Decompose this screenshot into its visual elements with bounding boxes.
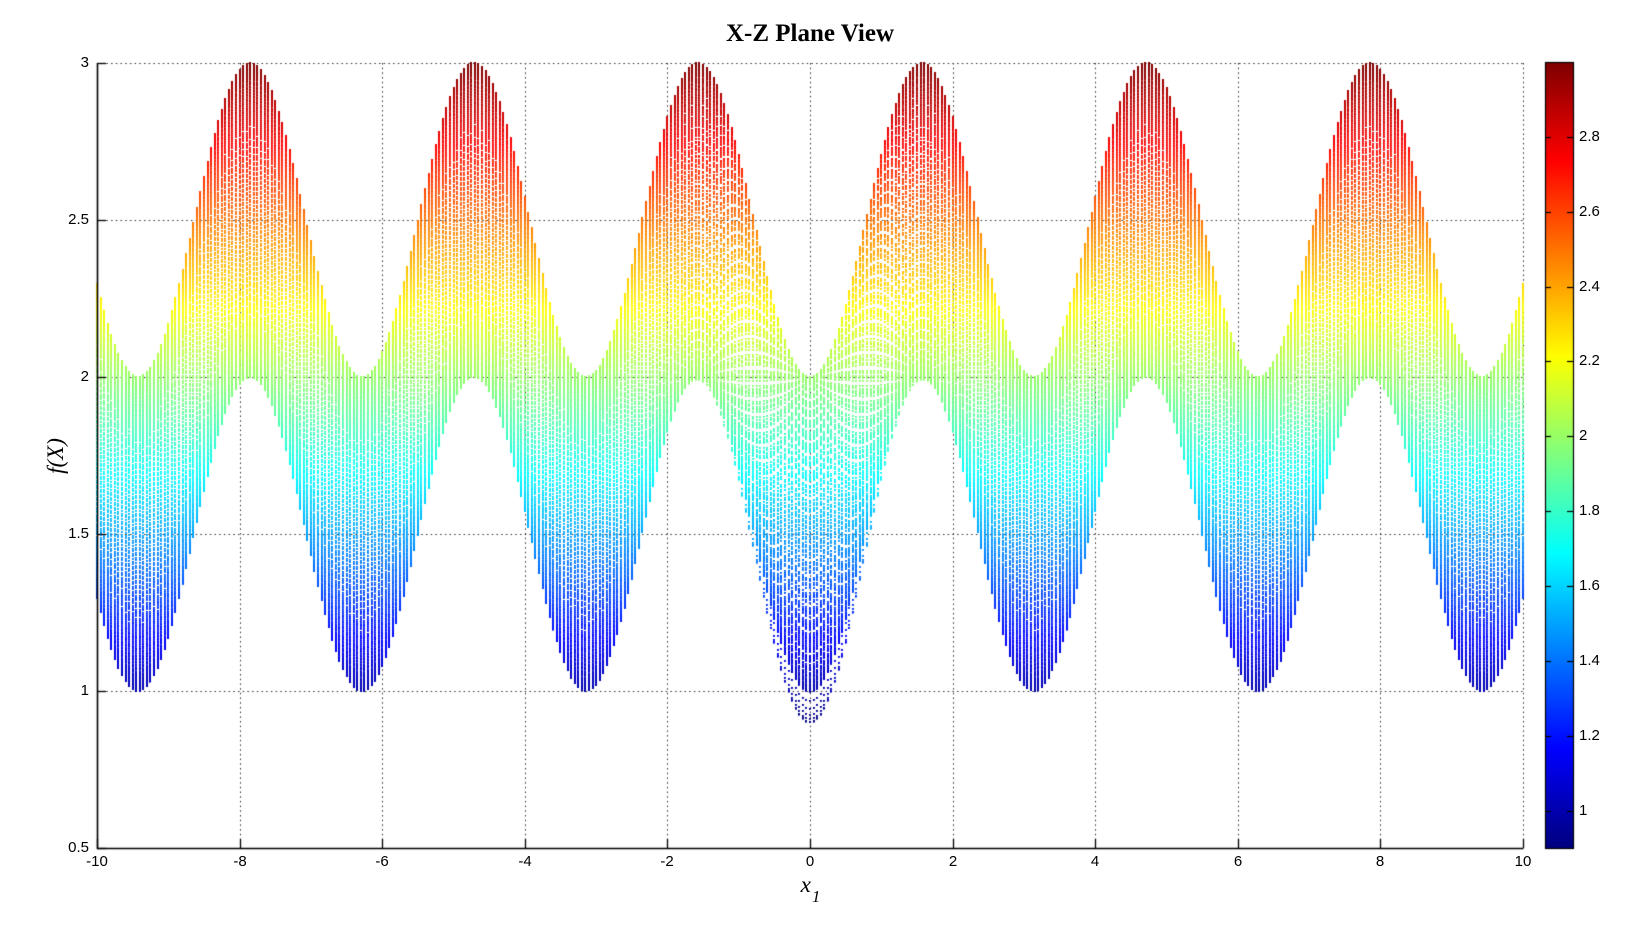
colorbar-tick-label: 1.2	[1579, 727, 1600, 744]
colorbar-tick-label: 1.6	[1579, 577, 1600, 594]
x-tick-label: -8	[233, 853, 247, 870]
y-axis-label: f(X)	[43, 438, 68, 474]
y-tick-label: 1.5	[68, 525, 89, 542]
x-tick-label: 0	[805, 853, 815, 870]
chart-title: X-Z Plane View	[725, 20, 895, 47]
colorbar-tick-label: 2.2	[1579, 352, 1600, 369]
x-tick-label: 8	[1375, 853, 1385, 870]
x-tick-label: 4	[1090, 853, 1100, 870]
colorbar-tick-label: 1.8	[1579, 502, 1600, 519]
x-tick-label: -10	[86, 853, 108, 870]
colorbar-tick-label: 2	[1579, 427, 1588, 444]
x-axis-label-subscript: 1	[811, 886, 821, 906]
colorbar-tick-label: 1.4	[1579, 652, 1600, 669]
y-tick-label: 0.5	[68, 839, 89, 856]
x-tick-label: 2	[948, 853, 958, 870]
colorbar-tick-label: 2.6	[1579, 203, 1600, 220]
x-tick-label: 10	[1514, 853, 1532, 870]
colorbar-tick-label: 2.8	[1579, 128, 1600, 145]
x-axis-label: x1	[750, 872, 870, 906]
y-tick-label: 2.5	[68, 211, 89, 228]
y-tick-label: 3	[80, 54, 89, 71]
x-tick-label: -2	[660, 853, 674, 870]
x-axis-label-base: x	[800, 872, 811, 897]
x-tick-label: 6	[1233, 853, 1243, 870]
y-tick-label: 1	[80, 682, 89, 699]
x-tick-label: -4	[518, 853, 532, 870]
y-tick-label: 2	[80, 368, 89, 385]
x-tick-label: -6	[375, 853, 389, 870]
colorbar-tick-label: 2.4	[1579, 278, 1600, 295]
colorbar-tick-label: 1	[1579, 802, 1588, 819]
